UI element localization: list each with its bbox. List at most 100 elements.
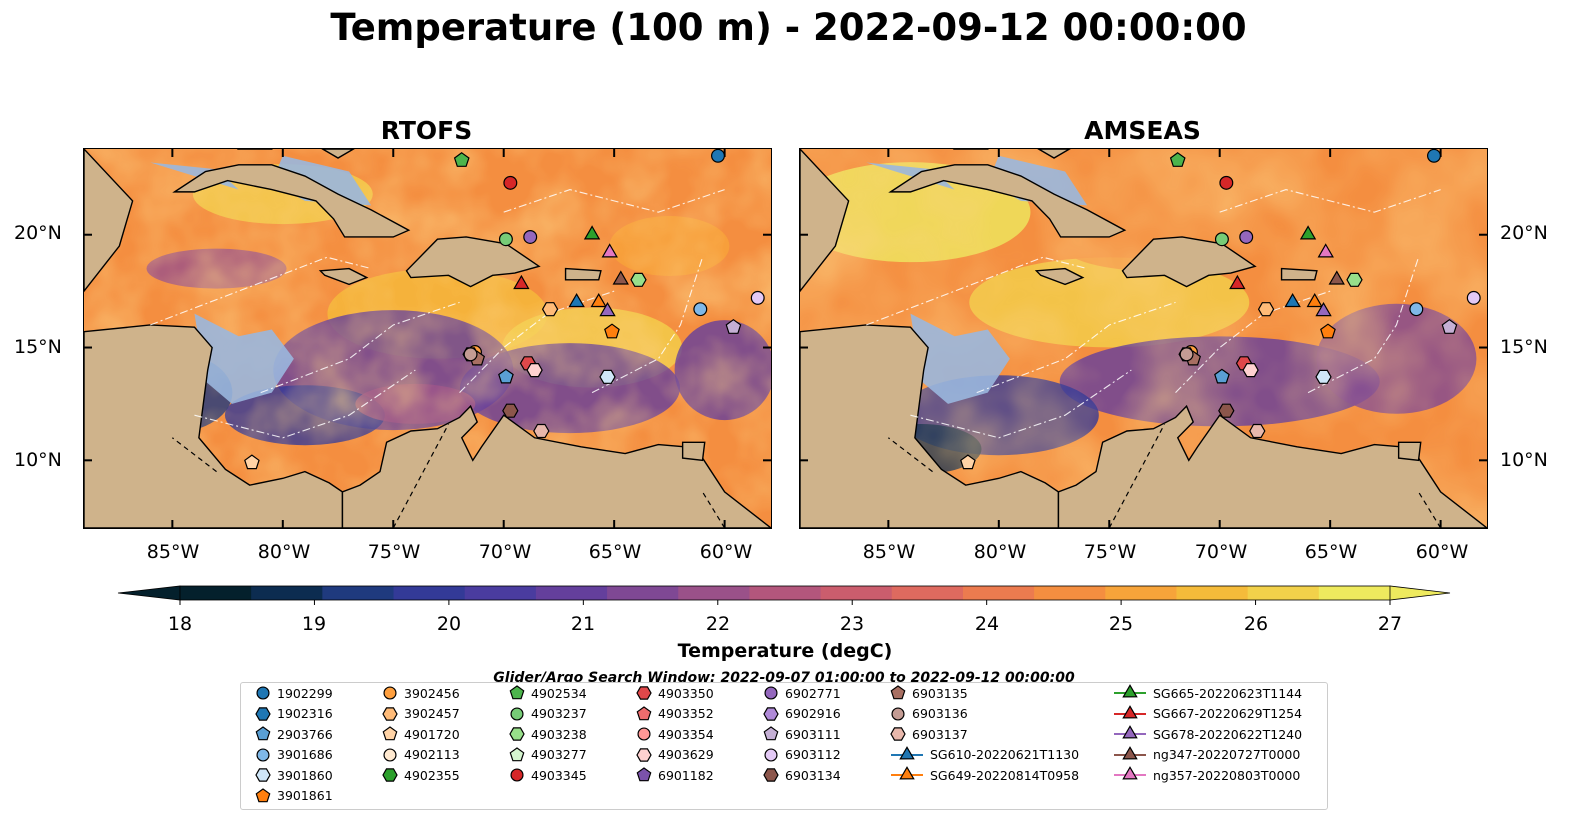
colorbar-bin — [1247, 586, 1320, 600]
legend-marker — [382, 768, 398, 782]
legend-symbol — [764, 686, 778, 700]
platform-marker — [1346, 272, 1363, 287]
legend-marker — [891, 706, 905, 721]
legend-marker — [256, 686, 270, 700]
legend-item: 4903237 — [509, 705, 587, 723]
legend-symbol — [899, 766, 915, 780]
legend-item: SG678-20220622T1240 — [1113, 725, 1302, 743]
legend-marker — [382, 726, 398, 741]
country-border — [1108, 423, 1166, 528]
legend-item: 4903354 — [636, 725, 714, 743]
legend-marker — [383, 686, 397, 700]
legend-label: 4903354 — [658, 726, 714, 742]
lat-label-left-10: 10°N — [14, 449, 62, 471]
platform-marker — [1315, 301, 1332, 317]
platform-marker — [1219, 175, 1234, 190]
legend-symbol — [764, 747, 778, 762]
colorbar-bin — [535, 586, 608, 600]
legend-item: 2903766 — [255, 725, 333, 743]
platform-marker — [503, 175, 518, 190]
legend-item: 4903345 — [509, 766, 587, 784]
legend-label: SG610-20220621T1130 — [930, 747, 1080, 762]
legend-item: ng357-20220803T0000 — [1113, 766, 1300, 784]
colorbar-label: Temperature (degC) — [677, 640, 893, 662]
platform-marker — [568, 293, 585, 308]
legend-symbol — [509, 727, 525, 741]
platform-marker — [1306, 292, 1323, 308]
legend-symbol — [763, 706, 779, 721]
platform-marker — [960, 454, 976, 470]
page-title: Temperature (100 m) - 2022-09-12 00:00:0… — [330, 6, 1247, 49]
legend-marker — [1114, 704, 1146, 719]
platform-marker — [498, 368, 514, 384]
legend-marker — [636, 747, 652, 762]
legend-label: 1902316 — [277, 706, 333, 721]
colorbar-bin — [322, 586, 395, 600]
legend-item: 6903112 — [763, 746, 841, 764]
platform-marker — [1239, 230, 1254, 244]
legend-symbol — [1122, 745, 1138, 760]
legend-symbol — [255, 706, 271, 721]
colorbar-bin — [180, 586, 252, 600]
legend-item: 4901720 — [382, 725, 460, 743]
legend-marker — [255, 706, 271, 721]
land-mass — [564, 267, 602, 281]
legend-symbol — [1122, 704, 1138, 719]
legend-label: SG665-20220623T1144 — [1153, 685, 1303, 701]
legend-symbol — [891, 706, 905, 721]
legend-label: 4903352 — [658, 706, 714, 721]
legend-item: 4903629 — [636, 746, 714, 764]
panel-title-rtofs: RTOFS — [380, 116, 473, 145]
legend-symbol — [636, 747, 652, 762]
legend-marker — [763, 706, 779, 721]
legend-marker — [636, 686, 652, 700]
platform-marker — [599, 301, 616, 317]
land-mass — [1121, 236, 1257, 288]
legend-item: 3901861 — [255, 787, 333, 805]
land-mass — [321, 149, 355, 159]
eez-boundary — [150, 256, 372, 326]
legend-symbol — [510, 768, 524, 782]
legend-marker — [763, 768, 779, 782]
colorbar-bin — [678, 586, 750, 600]
legend-symbol — [763, 726, 779, 741]
legend-label: 4901720 — [404, 726, 460, 742]
lon-label-85w: 85°W — [146, 541, 200, 563]
lon-label-70w: 70°W — [478, 541, 532, 563]
legend-marker — [891, 745, 923, 760]
legend-item: 4902534 — [509, 684, 587, 702]
legend-label: 3902457 — [404, 706, 460, 721]
legend-label: 1902299 — [277, 685, 333, 701]
legend-item: 6903137 — [890, 725, 968, 743]
lat-label-right-10: 10°N — [1500, 449, 1548, 471]
platform-marker — [1320, 323, 1336, 339]
legend-label: 6903112 — [785, 747, 841, 762]
colorbar-bin — [251, 586, 323, 600]
colorbar-bin — [393, 586, 466, 600]
platform-marker — [1214, 368, 1230, 384]
legend-symbol — [890, 727, 906, 741]
legend-marker — [1114, 725, 1146, 739]
land-mass — [1034, 267, 1085, 286]
platform-marker — [1315, 369, 1332, 384]
amseas-map — [799, 148, 1488, 529]
eez-boundary — [866, 256, 1088, 326]
legend-item: 4902113 — [382, 746, 460, 764]
colorbar-tick-27: 27 — [1377, 613, 1403, 635]
legend-symbol — [636, 705, 652, 720]
legend-label: 4903629 — [658, 747, 714, 762]
eez-boundary — [503, 189, 725, 213]
platform-marker — [1427, 149, 1441, 163]
land-mass — [800, 149, 850, 293]
legend-item: 6901182 — [636, 766, 714, 784]
platform-marker — [725, 318, 742, 334]
colorbar-tick-20: 20 — [436, 613, 462, 635]
legend-symbol — [890, 685, 906, 700]
legend-item: 6903111 — [763, 725, 841, 743]
legend-symbol — [383, 686, 397, 700]
legend-symbol — [255, 726, 271, 741]
shallow-water — [194, 313, 294, 404]
legend-marker — [636, 705, 652, 720]
legend-label: 4902113 — [404, 747, 460, 762]
legend-label: 6903111 — [785, 726, 841, 742]
